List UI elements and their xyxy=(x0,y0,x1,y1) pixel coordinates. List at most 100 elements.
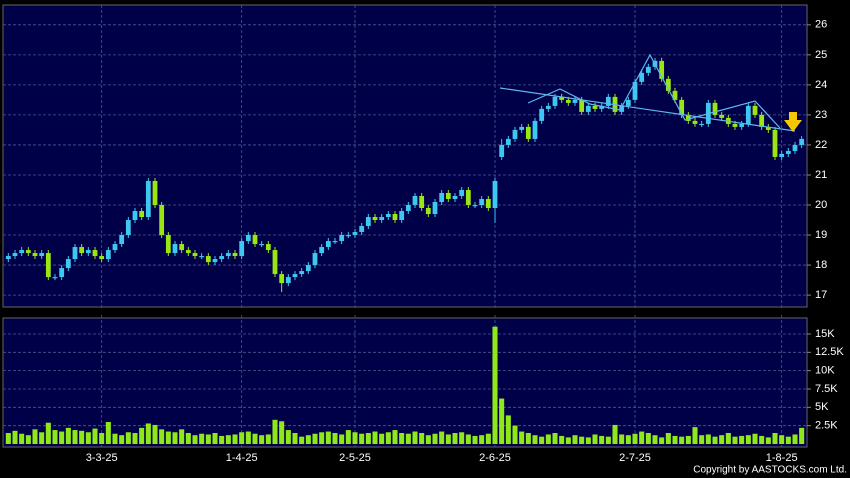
y-tick-label: 21 xyxy=(815,169,827,181)
candle-body xyxy=(19,250,25,254)
candle-body xyxy=(219,256,225,260)
candle-body xyxy=(192,253,198,257)
candle-body xyxy=(565,99,571,103)
volume-bar xyxy=(259,435,265,444)
volume-bar xyxy=(212,432,218,444)
volume-bar xyxy=(59,431,65,444)
y-tick-label: 23 xyxy=(815,109,827,121)
y-tick-label: 17 xyxy=(815,289,827,301)
candle-body xyxy=(492,180,498,209)
candle-body xyxy=(632,81,638,100)
volume-bar xyxy=(485,433,491,444)
volume-bar xyxy=(499,398,505,444)
volume-bar xyxy=(619,434,625,444)
x-tick-label: 2-7-25 xyxy=(619,452,651,464)
volume-bar xyxy=(692,427,698,444)
volume-bar xyxy=(585,437,591,444)
candle-body xyxy=(412,195,418,205)
candle-body xyxy=(645,66,651,73)
volume-bar xyxy=(25,435,31,444)
volume-bar xyxy=(152,424,158,444)
candle-body xyxy=(585,105,591,112)
candle-body xyxy=(32,253,38,257)
volume-bar xyxy=(312,433,318,444)
volume-bar xyxy=(719,435,725,444)
candle-body xyxy=(152,180,158,205)
volume-bar xyxy=(412,431,418,444)
candle-body xyxy=(85,250,91,254)
volume-bar xyxy=(479,435,485,444)
candle-body xyxy=(105,250,111,260)
candle-body xyxy=(765,126,771,130)
candle-body xyxy=(205,256,211,263)
candle-body xyxy=(185,250,191,254)
candle-body xyxy=(59,268,65,278)
volume-bar xyxy=(45,422,51,444)
volume-bar xyxy=(285,430,291,444)
y-tick-label: 18 xyxy=(815,259,827,271)
volume-bar xyxy=(559,435,565,444)
volume-bar xyxy=(772,432,778,444)
candle-body xyxy=(379,217,385,221)
candle-body xyxy=(325,241,331,248)
volume-bar xyxy=(159,429,165,444)
x-tick-label: 1-4-25 xyxy=(226,452,258,464)
volume-bar xyxy=(399,432,405,444)
candle-body xyxy=(699,123,705,126)
candle-body xyxy=(92,250,98,257)
volume-bar xyxy=(725,432,731,444)
volume-bar xyxy=(239,432,245,444)
volume-bar xyxy=(752,433,758,444)
volume-bar xyxy=(445,434,451,444)
candle-body xyxy=(519,126,525,130)
candle-body xyxy=(359,226,365,233)
candle-body xyxy=(252,235,258,245)
volume-bar xyxy=(745,435,751,444)
volume-bar xyxy=(432,433,438,444)
volume-bar xyxy=(352,432,358,444)
volume-bar xyxy=(265,434,271,444)
candle-body xyxy=(752,105,758,115)
volume-bar xyxy=(105,421,111,444)
y-tick-label: 20 xyxy=(815,199,827,211)
volume-bar xyxy=(299,436,305,444)
volume-bar xyxy=(92,428,98,444)
candle-body xyxy=(272,250,278,275)
candle-body xyxy=(459,189,465,196)
volume-bar xyxy=(72,430,78,444)
y-tick-label: 26 xyxy=(815,19,827,31)
volume-bar xyxy=(505,415,511,444)
candle-body xyxy=(439,192,445,202)
volume-bar xyxy=(272,419,278,444)
volume-bar xyxy=(339,434,345,444)
volume-bar xyxy=(525,432,531,444)
candle-body xyxy=(112,244,118,251)
candle-body xyxy=(199,256,205,258)
volume-bar xyxy=(19,433,25,444)
volume-bar xyxy=(125,432,131,444)
candle-body xyxy=(232,253,238,257)
neckline xyxy=(499,87,796,132)
candle-body xyxy=(352,232,358,236)
volume-bar xyxy=(672,435,678,444)
volume-bar xyxy=(392,430,398,444)
volume-bar xyxy=(685,435,691,444)
candle-body xyxy=(745,105,751,124)
candle-body xyxy=(5,256,11,260)
volume-bar xyxy=(245,431,251,444)
volume-bar xyxy=(565,437,571,444)
candle-body xyxy=(479,198,485,205)
volume-bar xyxy=(639,431,645,444)
candle-body xyxy=(399,211,405,221)
candle-body xyxy=(545,105,551,109)
volume-bar xyxy=(119,435,125,444)
candle-body xyxy=(792,144,798,151)
candle-body xyxy=(452,195,458,199)
volume-bar xyxy=(385,432,391,444)
candle-body xyxy=(299,271,305,275)
candle-body xyxy=(772,129,778,157)
candle-body xyxy=(345,235,351,237)
y-tick-label: 25 xyxy=(815,49,827,61)
volume-bar xyxy=(459,432,465,444)
volume-bar xyxy=(332,432,338,444)
